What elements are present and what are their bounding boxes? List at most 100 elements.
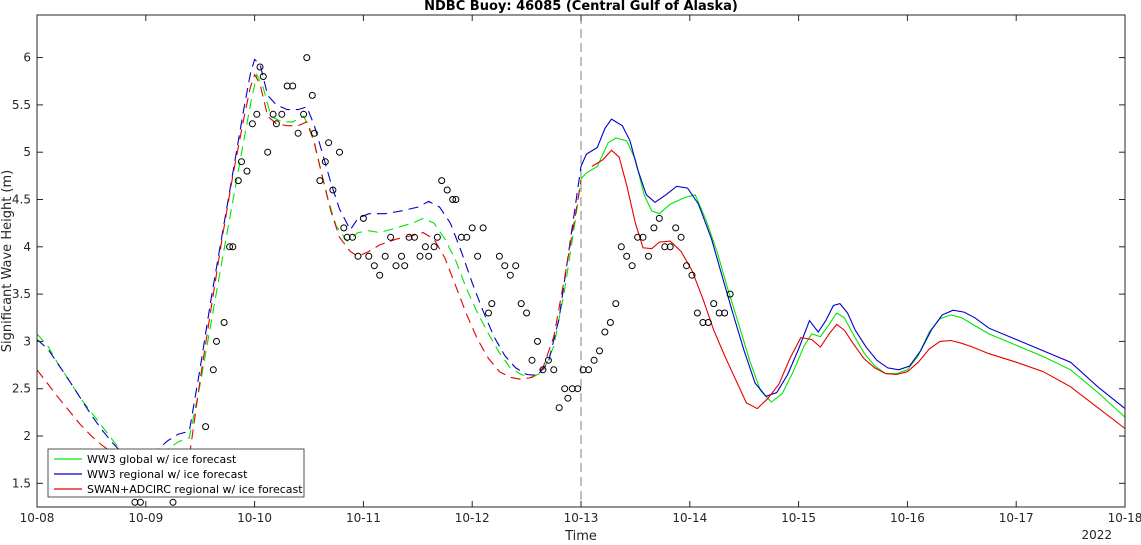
observation-point xyxy=(343,233,351,241)
observation-point xyxy=(438,177,446,185)
observation-point xyxy=(264,148,272,156)
observation-point xyxy=(300,110,308,118)
observation-point xyxy=(387,233,395,241)
observation-point xyxy=(308,91,316,99)
observation-point xyxy=(495,252,503,260)
observation-point xyxy=(523,309,531,317)
observation-point xyxy=(336,148,343,156)
observation-point xyxy=(655,214,663,222)
observation-point xyxy=(340,224,348,232)
observation-point xyxy=(253,110,261,118)
observation-point xyxy=(325,139,333,147)
observation-point xyxy=(243,167,251,175)
chart-title: NDBC Buoy: 46085 (Central Gulf of Alaska… xyxy=(424,0,738,14)
observation-point xyxy=(574,385,582,393)
observation-point xyxy=(683,262,690,270)
y-axis: 1.5 2 2.5 3 3.5 4 4.5 5 5.5 6 xyxy=(12,51,1125,490)
legend-label-ww3-regional: WW3 regional w/ ice forecast xyxy=(87,468,248,481)
observation-point xyxy=(479,224,487,232)
x-tick-label: 10-18 xyxy=(1108,511,1141,525)
legend-label-ww3-global: WW3 global w/ ice forecast xyxy=(87,453,237,466)
observation-point xyxy=(381,252,389,260)
observation-point xyxy=(433,233,441,241)
observation-point xyxy=(564,394,572,402)
observation-point xyxy=(213,337,220,345)
observation-point xyxy=(349,233,356,241)
observation-point xyxy=(272,120,280,128)
observation-point xyxy=(699,319,707,326)
x-tick-label: 10-12 xyxy=(455,511,490,525)
observation-point xyxy=(354,252,362,260)
observation-point xyxy=(310,129,318,137)
observation-point xyxy=(666,243,674,251)
observation-point xyxy=(612,300,620,308)
observation-point xyxy=(303,54,311,62)
observation-point xyxy=(715,309,723,317)
observation-point xyxy=(430,243,438,251)
observation-point xyxy=(688,271,696,279)
observation-point xyxy=(534,337,541,345)
x-tick-label: 10-17 xyxy=(999,511,1034,525)
observation-point xyxy=(392,262,400,270)
observation-point xyxy=(411,233,418,241)
x-year-label: 2022 xyxy=(1081,528,1112,541)
observation-point xyxy=(405,233,413,241)
y-tick-label: 3 xyxy=(23,334,31,348)
observation-point xyxy=(550,366,558,374)
observation-point xyxy=(248,120,256,128)
observation-point xyxy=(617,243,625,251)
observation-point xyxy=(421,243,429,251)
observation-point xyxy=(590,356,598,364)
series-line-ww3-global-forecast xyxy=(580,137,1126,418)
observation-point xyxy=(474,252,482,260)
observation-point xyxy=(401,262,409,270)
observation-point xyxy=(528,356,536,364)
y-tick-label: 1.5 xyxy=(12,476,31,490)
series-line-ww3-global-hindcast xyxy=(36,72,582,465)
observation-point xyxy=(289,82,297,90)
observation-point xyxy=(606,319,614,326)
y-tick-label: 6 xyxy=(23,51,31,65)
observation-point xyxy=(329,186,337,194)
observation-point xyxy=(628,262,636,270)
y-tick-label: 2 xyxy=(23,429,31,443)
observation-point xyxy=(443,186,451,194)
x-tick-label: 10-09 xyxy=(128,511,163,525)
observation-point xyxy=(661,243,669,251)
observation-point xyxy=(650,224,658,232)
observation-point xyxy=(623,252,631,260)
observation-point xyxy=(704,319,712,326)
series-line-swan-adcirc-forecast xyxy=(591,149,1126,429)
observation-point xyxy=(294,129,302,137)
legend-label-swan-adcirc: SWAN+ADCIRC regional w/ ice forecast xyxy=(87,483,303,496)
y-tick-label: 5 xyxy=(23,145,31,159)
observation-point xyxy=(693,309,701,317)
observation-point xyxy=(512,262,520,270)
observation-point xyxy=(321,158,329,166)
observation-point xyxy=(677,233,685,241)
observation-point xyxy=(370,262,378,270)
observation-point xyxy=(485,309,492,317)
observation-point xyxy=(568,385,576,393)
x-tick-label: 10-16 xyxy=(890,511,925,525)
observation-point xyxy=(220,319,228,326)
observation-point xyxy=(365,252,373,260)
observation-point xyxy=(229,243,237,251)
observation-point xyxy=(416,252,424,260)
x-tick-label: 10-11 xyxy=(346,511,381,525)
y-tick-label: 4 xyxy=(23,240,31,254)
observation-point xyxy=(579,366,587,374)
observation-point xyxy=(634,233,642,241)
x-tick-label: 10-08 xyxy=(20,511,55,525)
observation-point xyxy=(449,196,457,203)
observation-point xyxy=(672,224,680,232)
x-axis-label: Time xyxy=(564,529,597,541)
y-tick-label: 5.5 xyxy=(12,98,31,112)
observation-point xyxy=(544,356,552,364)
observation-point xyxy=(645,252,652,260)
observation-point xyxy=(555,404,563,412)
observation-point xyxy=(596,347,603,355)
observation-point xyxy=(278,110,286,118)
